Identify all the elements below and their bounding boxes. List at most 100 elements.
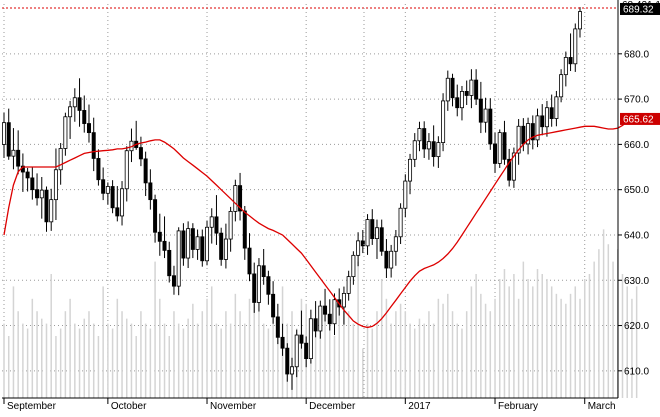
volume-bar <box>31 298 34 398</box>
volume-bar <box>319 328 322 398</box>
candle-body <box>431 141 436 158</box>
candle-body <box>195 236 200 250</box>
volume-bar <box>465 311 468 398</box>
volume-bar <box>380 278 383 398</box>
volume-bar <box>220 328 222 398</box>
volume-bar <box>74 323 76 398</box>
candle-body <box>511 152 516 181</box>
volume-bar <box>418 318 421 398</box>
candle-body <box>412 140 417 160</box>
candle-body <box>356 240 361 256</box>
volume-bar <box>631 298 633 398</box>
volume-bar <box>126 318 128 398</box>
volume-bar <box>423 323 425 398</box>
volume-bar <box>522 261 525 398</box>
volume-bar <box>598 249 600 398</box>
candle-body <box>526 123 531 145</box>
volume-bar <box>206 298 208 398</box>
x-axis-label: September <box>7 401 57 412</box>
candle-body <box>450 77 455 99</box>
candle-body <box>521 125 526 145</box>
candle-body <box>275 316 280 338</box>
y-tick-label: 680.0 <box>624 49 649 60</box>
y-tick-label: 620.0 <box>624 321 649 332</box>
candle-body <box>563 57 568 76</box>
candle-body <box>285 347 290 375</box>
candle-body <box>351 254 356 278</box>
candle-body <box>115 207 120 217</box>
volume-bar <box>267 328 270 398</box>
volume-bar <box>376 311 378 398</box>
candle-body <box>464 91 469 96</box>
candle-body <box>30 177 35 191</box>
volume-bar <box>513 274 515 398</box>
candle-body <box>365 219 370 247</box>
volume-bar <box>588 274 591 398</box>
volume-bar <box>17 311 19 398</box>
volume-bar <box>338 303 340 398</box>
candle-body <box>228 211 233 240</box>
candle-body <box>360 240 365 247</box>
candle-body <box>417 128 422 142</box>
volume-bar <box>36 311 38 398</box>
volume-bar <box>517 298 520 398</box>
candle-body <box>445 77 450 102</box>
candle-body <box>389 250 394 269</box>
volume-bar <box>508 286 510 398</box>
candle-body <box>72 97 77 108</box>
volume-bar <box>409 323 411 398</box>
candle-body <box>77 97 82 111</box>
volume-bar <box>116 298 119 398</box>
volume-bar <box>583 278 586 398</box>
candle-body <box>6 122 11 157</box>
candle-body <box>304 342 309 360</box>
volume-bar <box>64 311 67 398</box>
volume-bar <box>635 286 638 398</box>
volume-bar <box>532 286 534 398</box>
moving-average <box>3 118 633 329</box>
volume-bar <box>262 323 265 398</box>
volume-bar <box>187 318 189 398</box>
candle-body <box>530 123 535 141</box>
volume-bar <box>225 311 227 398</box>
candle-body <box>105 186 110 194</box>
volume-bar <box>579 298 581 398</box>
volume-bar <box>239 311 241 398</box>
candle-body <box>422 128 427 150</box>
candle-body <box>441 100 446 143</box>
candle-body <box>86 123 91 134</box>
volume-bar <box>97 336 100 398</box>
volume-bar <box>442 303 444 398</box>
volume-bar <box>55 336 57 398</box>
volume-bar <box>546 278 548 398</box>
candle-body <box>148 182 153 201</box>
volume-bar <box>12 286 15 398</box>
volume-bar <box>168 336 170 398</box>
candle-body <box>488 108 493 145</box>
candle-body <box>247 247 252 275</box>
candle-body <box>332 299 337 325</box>
volume-bar <box>92 323 95 398</box>
volume-bar <box>248 298 251 398</box>
candlesticks <box>2 7 583 390</box>
candle-body <box>16 149 21 167</box>
candle-body <box>238 185 243 212</box>
volume-bar <box>88 311 90 398</box>
volume-bar <box>569 293 572 398</box>
candle-body <box>96 158 101 181</box>
candle-body <box>393 236 398 252</box>
volume-bar <box>291 311 293 398</box>
candle-body <box>11 149 16 157</box>
candle-body <box>544 107 549 128</box>
candle-body <box>459 91 464 109</box>
volume-bar <box>498 278 501 398</box>
volume-bar <box>362 348 364 398</box>
candle-body <box>549 107 554 119</box>
candle-body <box>35 189 40 199</box>
volume-bar <box>352 323 355 398</box>
candle-body <box>323 305 328 315</box>
volume-bar <box>107 323 109 398</box>
candle-body <box>110 186 115 209</box>
volume-bar <box>26 328 29 398</box>
volume-bar <box>503 269 506 398</box>
